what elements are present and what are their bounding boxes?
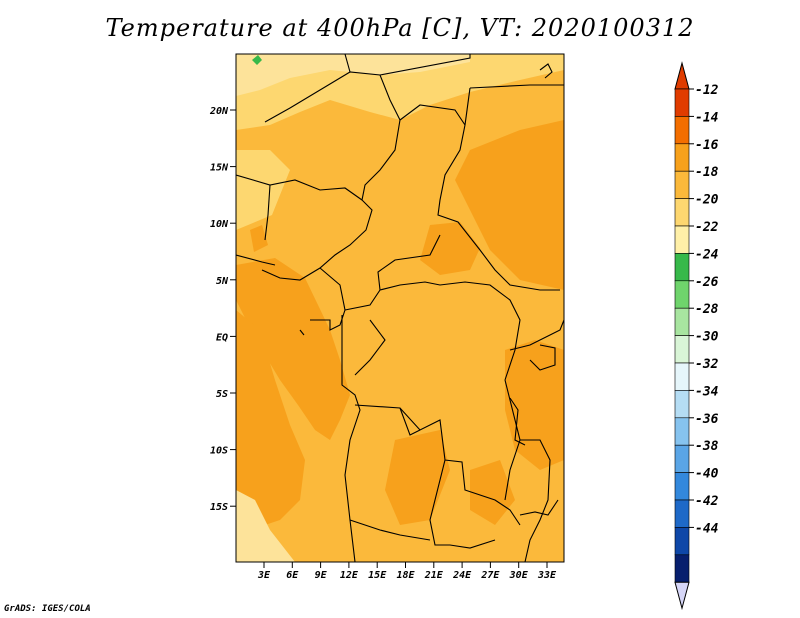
colorbar-label: -44: [695, 521, 719, 536]
colorbar-swatch: [674, 444, 690, 473]
colorbar-label: -36: [695, 412, 719, 427]
colorbar-swatch: [674, 225, 690, 254]
lon-tick-label: 9E: [315, 570, 328, 581]
colorbar-over-triangle: [674, 61, 690, 90]
lon-tick-label: 21E: [424, 570, 444, 581]
colorbar-label: -20: [695, 193, 719, 208]
lon-tick-label: 30E: [509, 570, 529, 581]
lon-tick-label: 3E: [257, 570, 271, 581]
colorbar-label: -22: [695, 220, 719, 235]
temperature-field: [236, 54, 564, 562]
colorbar-label: -18: [695, 165, 719, 180]
colorbar-label: -16: [695, 138, 719, 153]
colorbar-label: -42: [695, 494, 719, 509]
colorbar-label: -30: [695, 330, 719, 345]
colorbar-swatch: [674, 472, 690, 501]
colorbar-swatch: [674, 253, 690, 282]
colorbar-label: -28: [695, 302, 719, 317]
colorbar-swatch: [674, 88, 690, 117]
lat-tick-label: EQ: [216, 332, 228, 343]
colorbar-label: -32: [695, 357, 719, 372]
colorbar-label: -24: [695, 247, 719, 262]
colorbar-swatch: [674, 280, 690, 309]
lon-tick-label: 6E: [286, 570, 299, 581]
colorbar-swatch: [674, 198, 690, 227]
colorbar-swatch: [674, 499, 690, 528]
colorbar-under-triangle: [674, 581, 690, 611]
lon-tick-label: 33E: [537, 570, 557, 581]
colorbar-swatch: [674, 554, 690, 583]
colorbar-label: -12: [695, 83, 719, 98]
lon-tick-label: 24E: [452, 570, 472, 581]
grads-credit: GrADS: IGES/COLA: [4, 604, 91, 614]
lat-tick-label: 5S: [216, 389, 228, 400]
lat-tick-label: 15N: [210, 163, 229, 174]
colorbar-swatch: [674, 143, 690, 172]
longitude-axis: 3E 6E 9E 12E 15E 18E 21E 24E 27E 30E 33E: [257, 562, 557, 581]
colorbar-swatch: [674, 527, 690, 556]
lon-tick-label: 12E: [340, 570, 359, 581]
colorbar-label: -34: [695, 384, 719, 399]
lat-tick-label: 10N: [210, 219, 229, 230]
country-borders: [236, 54, 564, 562]
map-frame: [235, 53, 565, 563]
lat-tick-label: 10S: [210, 446, 228, 457]
colorbar-label: -38: [695, 439, 719, 454]
chart-title: Temperature at 400hPa [C], VT: 202010031…: [105, 14, 695, 42]
colorbar-label: -14: [695, 110, 719, 125]
colorbar-swatch: [674, 170, 690, 199]
colorbar-label: -40: [695, 467, 719, 482]
latitude-axis: 20N 15N 10N 5N EQ 5S 10S 15S: [209, 106, 236, 513]
lat-tick-label: 15S: [210, 502, 228, 513]
colorbar: -12 -14 -16 -18 -20 -22 -24 -26 -28 -30 -32 -34 -36 -…: [674, 61, 719, 611]
lon-tick-label: 18E: [396, 570, 415, 581]
lon-tick-label: 27E: [480, 570, 500, 581]
lat-tick-label: 5N: [216, 276, 229, 287]
lon-tick-label: 15E: [368, 570, 387, 581]
colorbar-label: -26: [695, 275, 719, 290]
colorbar-swatch: [674, 417, 690, 446]
colorbar-swatch: [674, 335, 690, 364]
colorbar-swatch: [674, 390, 690, 419]
colorbar-swatch: [674, 307, 690, 336]
colorbar-swatch: [674, 362, 690, 391]
lat-tick-label: 20N: [209, 106, 229, 117]
colorbar-swatch: [674, 116, 690, 145]
